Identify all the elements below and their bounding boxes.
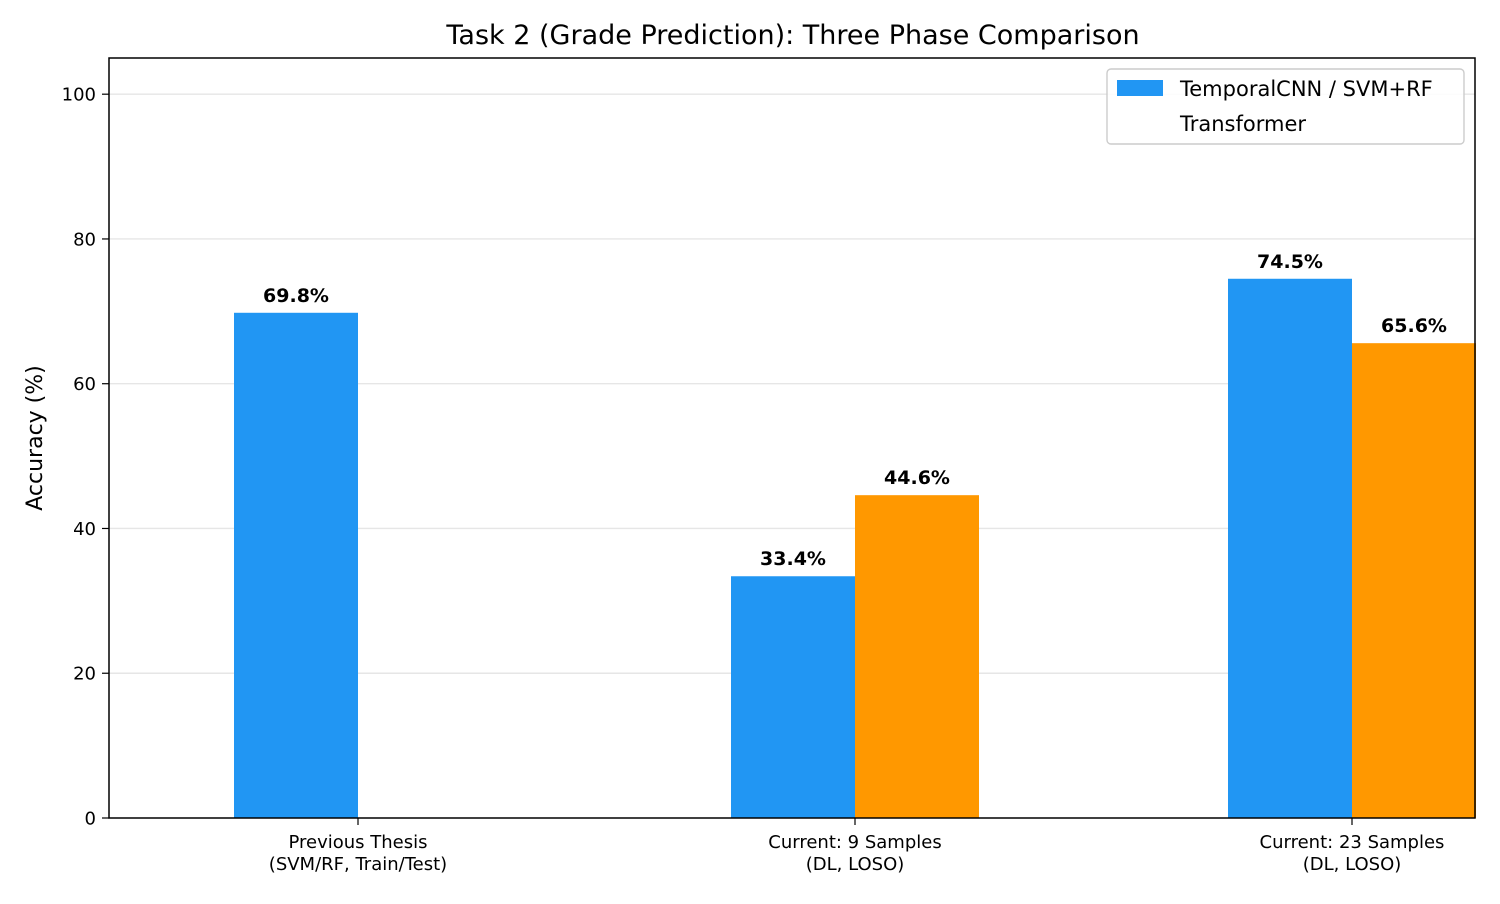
bar-value-label: 44.6% bbox=[884, 467, 950, 489]
bar-value-label: 74.5% bbox=[1257, 251, 1323, 273]
x-tick-label: Current: 9 Samples bbox=[768, 832, 941, 853]
y-ticks: 0 20 40 60 80 100 bbox=[62, 85, 109, 830]
y-tick-label: 60 bbox=[73, 374, 96, 395]
chart-title: Task 2 (Grade Prediction): Three Phase C… bbox=[445, 20, 1139, 51]
x-tick-label: (DL, LOSO) bbox=[806, 854, 905, 875]
legend-label: Transformer bbox=[1179, 112, 1306, 136]
x-ticks: Previous Thesis(SVM/RF, Train/Test) Curre… bbox=[269, 818, 1445, 875]
legend-swatch bbox=[1117, 115, 1163, 131]
legend: TemporalCNN / SVM+RF Transformer bbox=[1106, 68, 1465, 145]
y-axis-label: Accuracy (%) bbox=[23, 365, 48, 511]
bar bbox=[731, 576, 855, 818]
bar bbox=[234, 312, 358, 818]
y-tick-label: 0 bbox=[85, 809, 96, 830]
data-labels: 69.8% 33.4% 74.5% 44.6% 65.6% bbox=[263, 251, 1447, 570]
bars bbox=[234, 278, 1476, 818]
bar-value-label: 33.4% bbox=[760, 548, 826, 570]
bar bbox=[1228, 278, 1352, 818]
x-tick-label: (DL, LOSO) bbox=[1303, 854, 1402, 875]
bar bbox=[1352, 343, 1476, 818]
x-tick-label: Current: 23 Samples bbox=[1260, 832, 1445, 853]
bar-value-label: 69.8% bbox=[263, 285, 329, 307]
y-tick-label: 40 bbox=[73, 519, 96, 540]
legend-label: TemporalCNN / SVM+RF bbox=[1179, 77, 1433, 101]
bar-value-label: 65.6% bbox=[1381, 315, 1447, 337]
x-tick-label: Previous Thesis bbox=[288, 832, 427, 853]
y-tick-label: 20 bbox=[73, 664, 96, 685]
plot-frame bbox=[108, 57, 1476, 819]
y-tick-label: 100 bbox=[62, 85, 96, 106]
legend-swatch bbox=[1117, 80, 1163, 96]
legend-box bbox=[1106, 68, 1465, 145]
bar bbox=[855, 495, 979, 818]
axes bbox=[108, 57, 1476, 819]
y-tick-label: 80 bbox=[73, 229, 96, 250]
x-tick-label: (SVM/RF, Train/Test) bbox=[269, 854, 447, 875]
